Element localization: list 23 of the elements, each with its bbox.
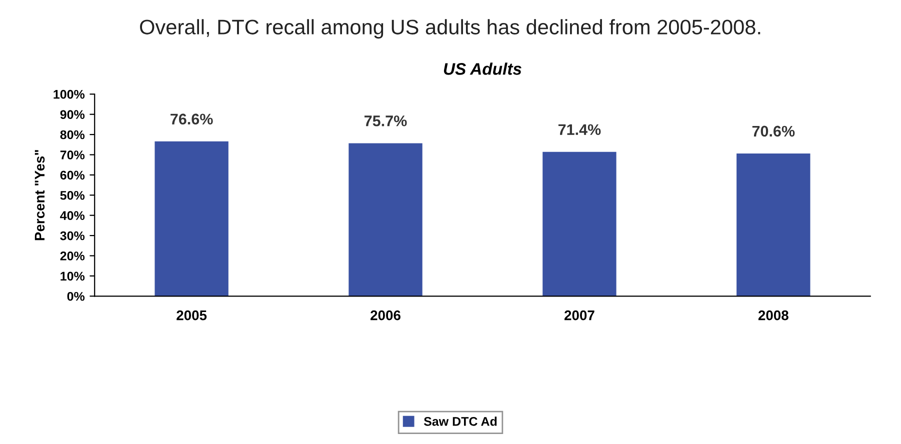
y-tick-label: 60% xyxy=(60,170,85,180)
y-tick-label: 20% xyxy=(60,252,85,260)
chart-subtitle: Overall, DTC recall among US adults has declined from 2005-2008. xyxy=(140,19,760,39)
data-label: 76.6% xyxy=(170,114,213,124)
data-label: 70.6% xyxy=(752,126,795,137)
data-label: 71.4% xyxy=(558,124,601,135)
y-tick-label: 80% xyxy=(60,130,85,140)
y-tick-label: 50% xyxy=(60,190,85,200)
legend-label: Saw DTC Ad xyxy=(424,416,497,426)
x-tick-label: 2008 xyxy=(758,310,788,320)
y-tick-label: 40% xyxy=(60,211,85,220)
y-tick-label: 70% xyxy=(60,150,85,160)
y-axis-title: Percent "Yes" xyxy=(34,150,45,240)
x-tick-label: 2007 xyxy=(564,310,594,320)
y-tick-label: 30% xyxy=(60,231,85,240)
x-tick-label: 2006 xyxy=(370,310,400,320)
y-tick-label: 90% xyxy=(60,110,85,119)
chart-title: US Adults xyxy=(444,62,522,75)
x-tick-label: 2005 xyxy=(176,310,207,320)
y-tick-label: 10% xyxy=(60,272,85,281)
data-label: 75.7% xyxy=(364,116,407,126)
y-tick-label: 100% xyxy=(54,90,85,99)
y-tick-label: 0% xyxy=(67,292,85,301)
